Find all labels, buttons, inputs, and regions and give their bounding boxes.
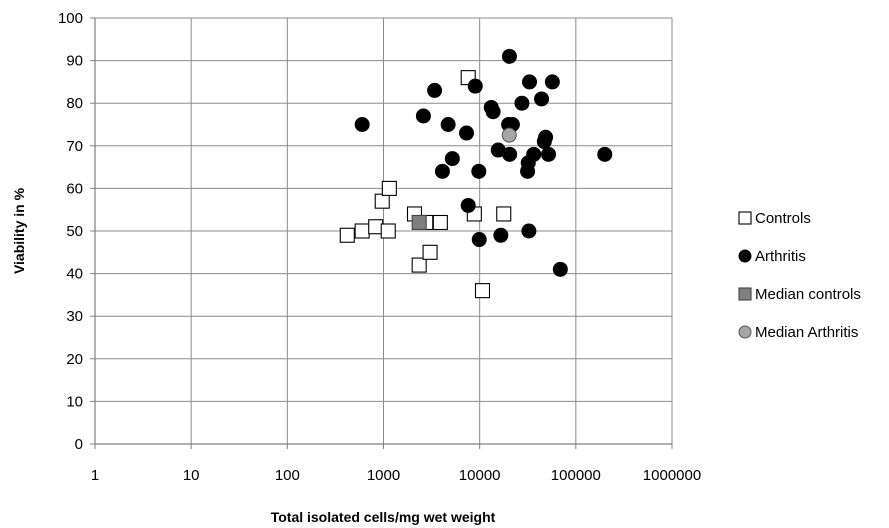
arthritis-point: [415, 108, 431, 124]
arthritis-point: [460, 197, 476, 213]
controls-point: [496, 206, 512, 222]
arthritis-point: [538, 129, 554, 145]
legend-median-controls-marker: [738, 287, 752, 301]
y-tick-label: 90: [66, 53, 83, 70]
legend-arthritis-marker: [738, 249, 752, 263]
arthritis-point: [501, 48, 517, 64]
data-points: [339, 48, 613, 299]
median-controls-point: [411, 214, 427, 231]
controls-point: [368, 219, 384, 235]
legend-median-controls-label: Median controls: [755, 286, 861, 303]
controls-point: [474, 283, 491, 299]
arthritis-point: [427, 82, 443, 98]
x-tick-label: 10000: [459, 467, 501, 484]
legend-median-arthritis-marker: [738, 325, 752, 339]
x-tick-label: 10: [183, 467, 200, 484]
controls-point: [380, 223, 396, 239]
arthritis-point: [526, 146, 542, 162]
controls-point: [422, 244, 438, 260]
x-tick-label: 100: [275, 467, 300, 484]
arthritis-point: [467, 78, 483, 94]
y-tick-label: 30: [66, 308, 83, 325]
arthritis-point: [471, 232, 487, 248]
arthritis-point: [471, 163, 487, 179]
arthritis-point: [493, 227, 509, 243]
arthritis-point: [521, 223, 537, 239]
legend: Controls Arthritis Median controls Median A…: [738, 210, 861, 341]
controls-point: [411, 257, 427, 273]
x-tick-label: 100000: [551, 467, 601, 484]
arthritis-point: [434, 163, 450, 179]
y-tick-label: 20: [66, 351, 83, 368]
controls-point: [374, 193, 390, 209]
arthritis-point: [444, 151, 460, 167]
x-axis-tick-labels: 1 10 100 1000 10000 100000 1000000: [91, 467, 701, 484]
legend-controls-marker: [738, 211, 752, 225]
legend-median-arthritis-label: Median Arthritis: [755, 324, 858, 341]
y-tick-label: 70: [66, 138, 83, 155]
legend-arthritis-label: Arthritis: [755, 248, 806, 265]
arthritis-point: [544, 74, 560, 90]
y-tick-label: 10: [66, 393, 83, 410]
median-arthritis-point: [501, 127, 517, 143]
controls-point: [432, 214, 448, 231]
x-tick-label: 1: [91, 467, 99, 484]
controls-point: [354, 223, 370, 239]
y-tick-label: 60: [66, 180, 83, 197]
arthritis-point: [354, 117, 370, 132]
x-tick-label: 1000000: [643, 467, 701, 484]
legend-controls-label: Controls: [755, 210, 811, 227]
y-axis-title: Viability in %: [11, 187, 27, 274]
x-axis-title: Total isolated cells/mg wet weight: [271, 509, 496, 525]
arthritis-point: [522, 74, 538, 90]
arthritis-point: [552, 261, 568, 277]
y-tick-label: 80: [66, 95, 83, 112]
y-axis-tick-labels: 0 10 20 30 40 50 60 70 80 90 100: [58, 10, 83, 453]
y-tick-label: 50: [66, 223, 83, 240]
y-tick-label: 0: [75, 436, 83, 453]
arthritis-point: [597, 146, 613, 162]
arthritis-point: [502, 146, 518, 162]
arthritis-point: [459, 125, 475, 141]
controls-point: [339, 227, 355, 243]
arthritis-point: [514, 95, 530, 111]
arthritis-point: [534, 91, 550, 107]
arthritis-point: [440, 117, 456, 132]
controls-point: [381, 180, 397, 196]
x-tick-label: 1000: [367, 467, 400, 484]
arthritis-point: [541, 146, 557, 162]
arthritis-point: [485, 104, 501, 120]
y-tick-label: 40: [66, 266, 83, 283]
y-tick-label: 100: [58, 10, 83, 27]
